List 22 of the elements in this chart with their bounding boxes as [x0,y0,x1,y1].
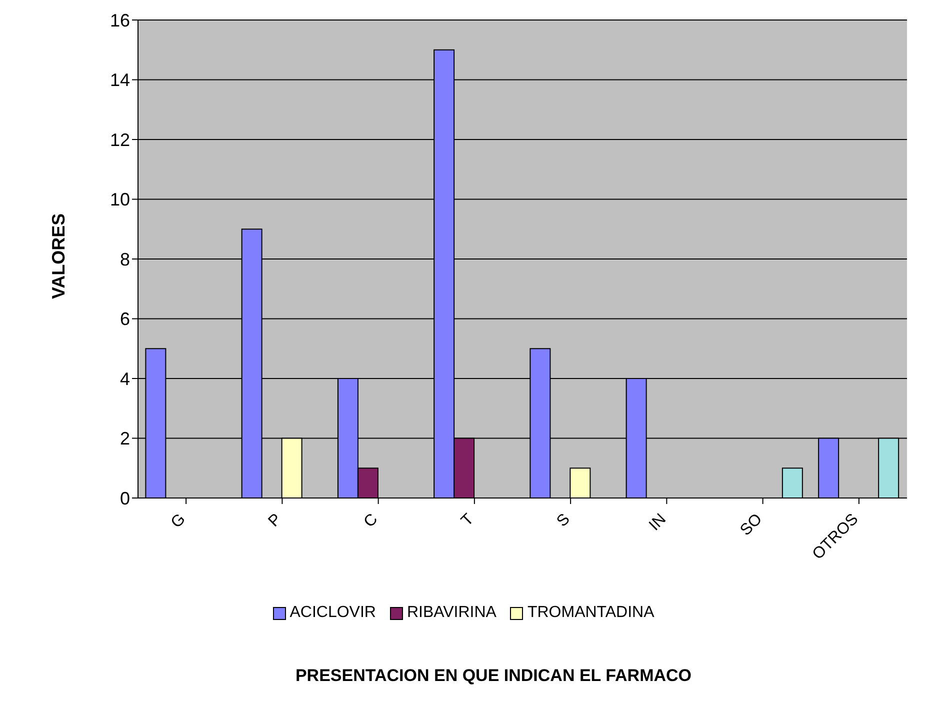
y-tick-label: 4 [120,368,130,389]
x-tick-label: SO [737,510,766,540]
bar [782,468,803,498]
y-axis-title: VALORES [48,213,68,299]
y-tick-label: 0 [120,488,130,508]
x-tick-label: P [265,510,286,530]
y-tick-label: 12 [110,130,130,150]
legend-label: TROMANTADINA [527,604,654,622]
y-tick-label: 14 [110,70,130,90]
y-tick-label: 6 [120,309,130,330]
x-tick-label: G [168,510,189,532]
y-tick-label: 8 [120,249,130,270]
y-tick-label: 16 [110,10,130,30]
x-tick-label: T [458,510,478,530]
x-tick-label: C [360,510,382,532]
x-tick-label: S [554,510,574,530]
legend-label: RIBAVIRINA [406,604,496,622]
y-tick-label: 2 [120,428,130,449]
legend-label: ACICLOVIR [290,604,376,622]
x-tick-label: IN [646,510,670,534]
text: PRESENTACION EN QUE INDICAN EL FARMACO [294,666,693,686]
y-tick-label: 10 [110,190,130,210]
